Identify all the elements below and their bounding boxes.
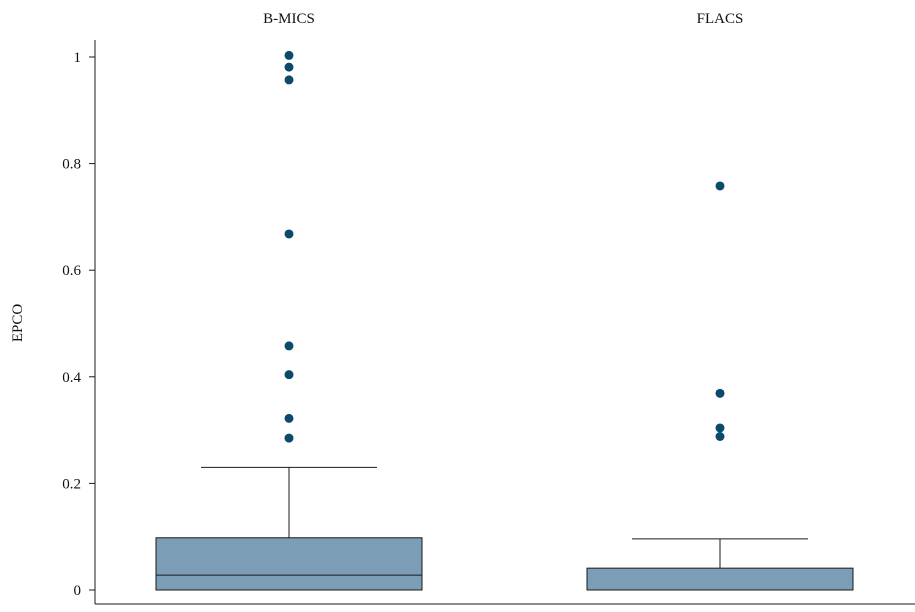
box bbox=[586, 567, 854, 591]
y-tick-label: 0.4 bbox=[62, 370, 81, 386]
outlier-point bbox=[284, 341, 294, 351]
y-tick-label: 0 bbox=[74, 583, 82, 599]
outlier-point bbox=[715, 431, 725, 441]
outlier-point bbox=[715, 181, 725, 191]
box-group-flacs: FLACS bbox=[586, 11, 854, 591]
y-tick-label: 0.8 bbox=[62, 157, 81, 173]
outlier-point bbox=[284, 413, 294, 423]
outlier-point bbox=[284, 62, 294, 72]
y-tick-label: 0.6 bbox=[62, 263, 81, 279]
outlier-point bbox=[284, 75, 294, 85]
category-label: B-MICS bbox=[263, 11, 315, 27]
outlier-point bbox=[715, 423, 725, 433]
outlier-point bbox=[715, 388, 725, 398]
box bbox=[155, 537, 423, 591]
y-axis-title: EPCO bbox=[10, 304, 26, 343]
box-group-b-mics: B-MICS bbox=[155, 11, 423, 591]
y-tick-label: 0.2 bbox=[62, 476, 81, 492]
plot-area: B-MICS FLACS bbox=[155, 11, 854, 591]
y-tick-label: 1 bbox=[74, 50, 82, 66]
outlier-point bbox=[284, 229, 294, 239]
category-label: FLACS bbox=[697, 11, 744, 27]
outlier-point bbox=[284, 370, 294, 380]
y-axis: 0 0.2 0.4 0.6 0.8 1 bbox=[62, 40, 96, 604]
outlier-point bbox=[284, 50, 294, 60]
outlier-point bbox=[284, 433, 294, 443]
